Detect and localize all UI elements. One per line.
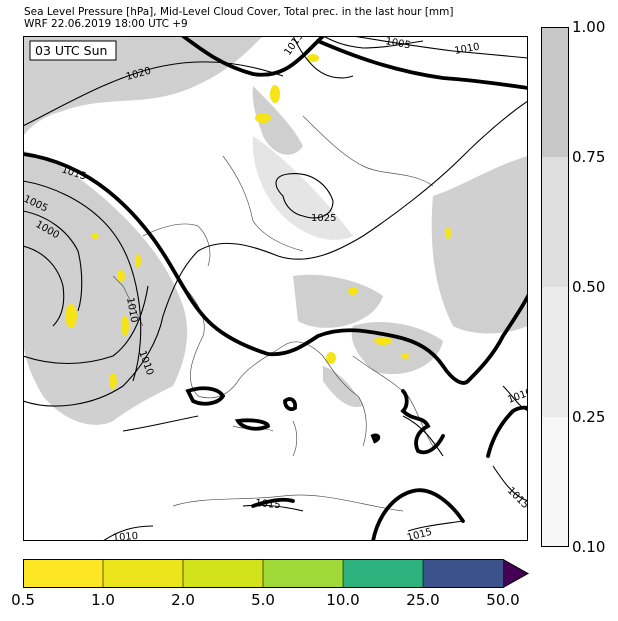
cloud-tick-label: 0.50: [572, 278, 606, 296]
cloud-cover-colorbar: [541, 27, 569, 547]
isobar-1015-thick: [23, 36, 528, 541]
cloud-color-segment: [541, 417, 569, 547]
cloud-tick-label: 0.75: [572, 148, 606, 166]
map-frame: [23, 36, 528, 541]
precip-color-segment: [183, 559, 263, 588]
isobar-label: 1015: [255, 498, 281, 511]
time-label-box: [29, 40, 117, 61]
isobar-label: 1005: [384, 36, 411, 51]
precipitation-layer: [65, 54, 451, 389]
precip-tick-label: 2.0: [171, 591, 195, 609]
precip-color-segment: [23, 559, 103, 588]
precip-tick-label: 5.0: [251, 591, 275, 609]
precip-tick-label: 1.0: [91, 591, 115, 609]
isobar-label: 1025: [311, 213, 336, 224]
precip-color-segment: [503, 559, 528, 588]
isobar-label: 1010: [112, 531, 138, 541]
chart-title: Sea Level Pressure [hPa], Mid-Level Clou…: [24, 6, 454, 18]
cloud-tick-label: 1.00: [572, 18, 606, 36]
isobar-label: 1010: [124, 297, 139, 324]
precipitation-colorbar: [23, 559, 529, 588]
precip-color-segment: [263, 559, 343, 588]
cloud-color-segment: [541, 27, 569, 157]
precip-tick-label: 0.5: [11, 591, 35, 609]
chart-subtitle: WRF 22.06.2019 18:00 UTC +9: [24, 18, 188, 30]
cloud-color-segment: [541, 287, 569, 417]
cloud-color-segment: [541, 157, 569, 287]
precip-tick-label: 50.0: [486, 591, 520, 609]
weather-map: 1015 1005 1010 1020 1015 1005 1000 1025 …: [23, 36, 528, 541]
cloud-tick-label: 0.25: [572, 408, 606, 426]
time-label: 03 UTC Sun: [35, 43, 107, 58]
precip-color-segment: [103, 559, 183, 588]
precip-tick-label: 25.0: [406, 591, 440, 609]
coastlines: [112, 115, 434, 512]
isobars: [23, 36, 528, 541]
precip-color-segment: [423, 559, 503, 588]
precip-color-segment: [343, 559, 423, 588]
precip-tick-label: 10.0: [326, 591, 360, 609]
cloud-tick-label: 0.10: [572, 538, 606, 556]
isobar-label: 1010: [454, 42, 481, 57]
